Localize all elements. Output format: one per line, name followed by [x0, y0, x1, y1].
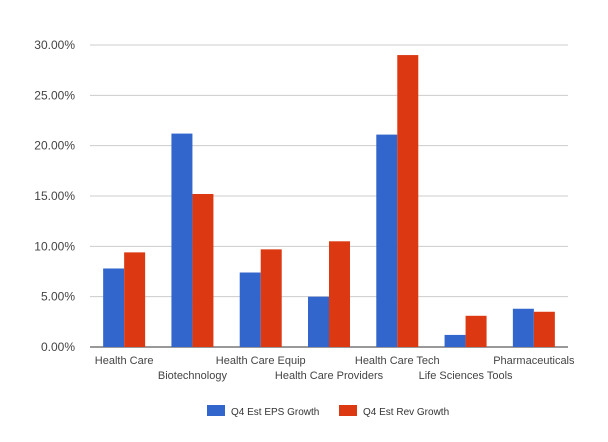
- bar-rev-2: [260, 249, 282, 347]
- y-tick-label: 5.00%: [41, 290, 75, 304]
- bars: [103, 55, 555, 348]
- x-tick-label: Life Sciences Tools: [419, 370, 513, 382]
- y-tick-label: 10.00%: [34, 239, 75, 253]
- y-tick-label: 30.00%: [34, 38, 75, 52]
- bar-eps-6: [512, 308, 534, 347]
- y-tick-label: 25.00%: [34, 88, 75, 102]
- x-tick-label: Health Care Providers: [275, 370, 384, 382]
- x-tick-label: Health Care Tech: [355, 355, 440, 367]
- y-tick-label: 0.00%: [41, 340, 75, 354]
- legend-label: Q4 Est Rev Growth: [363, 407, 449, 418]
- y-axis-ticks: 0.00% 5.00% 10.00% 15.00% 20.00% 25.00% 30.00%: [34, 38, 75, 354]
- bar-rev-5: [465, 315, 487, 347]
- legend-swatch: [207, 405, 225, 416]
- y-tick-label: 15.00%: [34, 189, 75, 203]
- x-tick-label: Health Care Equip: [216, 355, 306, 367]
- x-axis-ticks: Health Care Biotechnology Health Care Equi…: [95, 355, 575, 382]
- bar-rev-6: [533, 311, 555, 347]
- bar-eps-4: [376, 134, 398, 347]
- bar-eps-0: [103, 268, 125, 347]
- x-tick-label: Pharmaceuticals: [493, 355, 575, 367]
- bar-rev-1: [192, 193, 214, 347]
- bar-eps-5: [444, 334, 466, 347]
- bar-rev-0: [124, 252, 146, 347]
- legend-label: Q4 Est EPS Growth: [231, 407, 319, 418]
- bar-eps-1: [171, 133, 193, 347]
- bar-eps-2: [239, 272, 261, 347]
- legend: Q4 Est EPS Growth Q4 Est Rev Growth: [207, 405, 449, 418]
- x-tick-label: Health Care: [95, 355, 154, 367]
- legend-swatch: [339, 405, 357, 416]
- y-tick-label: 20.00%: [34, 139, 75, 153]
- x-tick-label: Biotechnology: [158, 370, 228, 382]
- bar-eps-3: [308, 296, 329, 347]
- bar-rev-4: [397, 55, 419, 348]
- bar-rev-3: [329, 241, 350, 347]
